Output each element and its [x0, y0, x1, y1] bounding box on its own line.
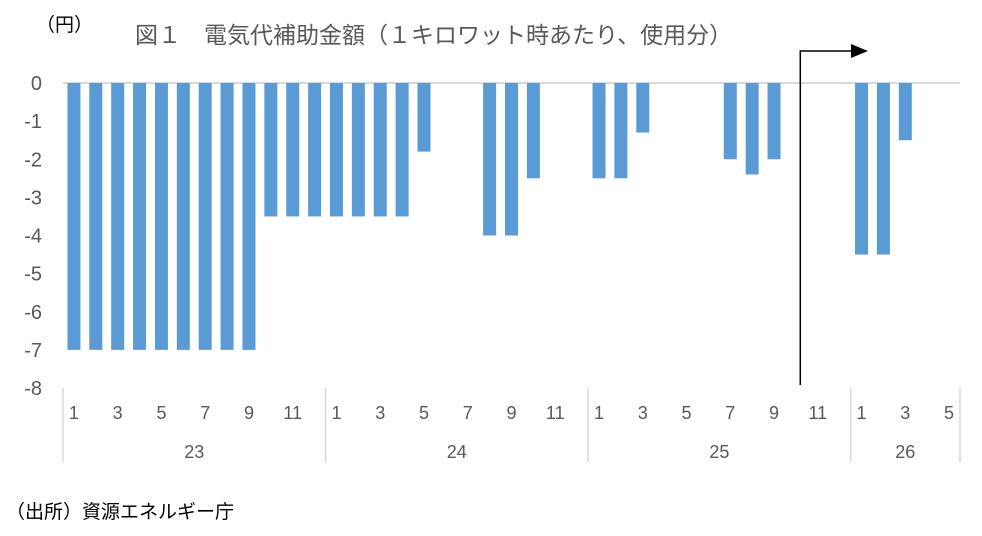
bar: [373, 83, 387, 217]
month-tick-label: 5: [944, 403, 954, 423]
y-tick-label: -1: [24, 111, 42, 133]
month-tick-label: 1: [331, 403, 341, 423]
year-label: 25: [709, 442, 729, 462]
bar: [592, 83, 606, 179]
month-tick-label: 7: [200, 403, 210, 423]
month-tick-label: 1: [594, 403, 604, 423]
bar: [286, 83, 300, 217]
bar: [133, 83, 147, 350]
month-tick-label: 9: [244, 403, 254, 423]
month-tick-label: 3: [113, 403, 123, 423]
bar: [220, 83, 234, 350]
bar: [505, 83, 518, 236]
y-axis-unit: （円）: [36, 14, 94, 36]
month-tick-label: 11: [546, 403, 565, 423]
bar: [264, 83, 278, 217]
bar: [198, 83, 212, 350]
y-tick-label: -4: [24, 226, 42, 248]
month-tick-label: 3: [900, 403, 910, 423]
month-tick-label: 9: [506, 403, 516, 423]
bar: [855, 83, 869, 255]
annotation-arrow-line: [799, 50, 852, 385]
bar: [767, 83, 781, 160]
bar: [242, 83, 256, 350]
bar: [111, 83, 125, 350]
bar: [89, 83, 103, 350]
bar: [351, 83, 365, 217]
bar: [526, 83, 540, 179]
bar: [154, 83, 168, 350]
month-tick-label: 3: [638, 403, 648, 423]
bar: [176, 83, 190, 350]
month-tick-label: 5: [682, 403, 692, 423]
month-tick-label: 1: [69, 403, 79, 423]
month-tick-label: 11: [808, 403, 827, 423]
y-tick-label: -7: [24, 340, 42, 362]
y-tick-label: -3: [24, 187, 42, 209]
bar: [898, 83, 912, 141]
year-label: 26: [895, 442, 915, 462]
month-tick-label: 5: [156, 403, 166, 423]
month-tick-label: 7: [463, 403, 473, 423]
bar: [745, 83, 759, 175]
chart-title: 図１ 電気代補助金額（１キロワット時あたり、使用分）: [135, 23, 733, 49]
source-note: （出所）資源エネルギー庁: [6, 501, 235, 523]
bar: [329, 83, 343, 217]
bar: [308, 83, 322, 217]
y-tick-label: -2: [24, 149, 42, 171]
month-tick-label: 7: [725, 403, 735, 423]
month-tick-label: 5: [419, 403, 429, 423]
y-tick-label: -6: [24, 302, 42, 324]
month-tick-label: 1: [857, 403, 867, 423]
year-label: 23: [184, 442, 204, 462]
arrow-head-icon: [851, 44, 868, 58]
y-tick-label: 0: [31, 73, 42, 95]
bar: [614, 83, 628, 179]
y-tick-label: -8: [24, 378, 42, 400]
bar: [876, 83, 890, 255]
month-tick-label: 3: [375, 403, 385, 423]
month-tick-label: 9: [769, 403, 779, 423]
y-tick-label: -5: [24, 264, 42, 286]
month-tick-label: 11: [283, 403, 302, 423]
bar: [723, 83, 737, 160]
bar: [483, 83, 497, 236]
year-label: 24: [447, 442, 467, 462]
bar: [636, 83, 650, 133]
bar: [67, 83, 81, 350]
bar: [417, 83, 431, 152]
bar: [395, 83, 409, 217]
